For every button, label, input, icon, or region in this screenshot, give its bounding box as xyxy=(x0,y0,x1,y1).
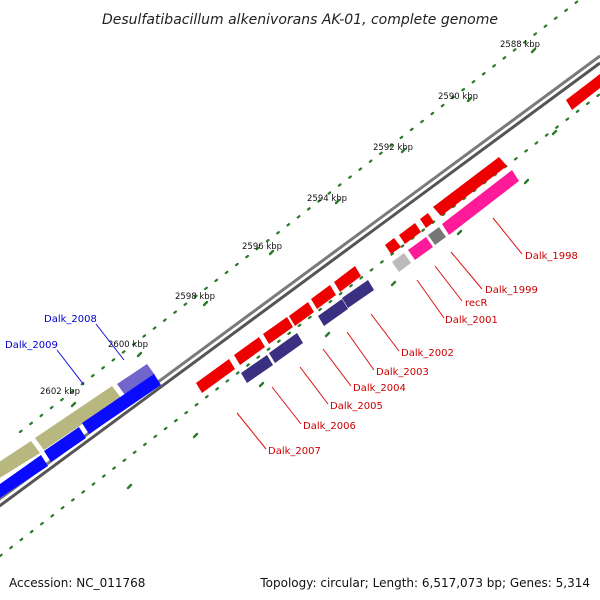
gene-feature-dalk-2002-fwd[interactable] xyxy=(334,266,361,292)
gene-label[interactable]: Dalk_1998 xyxy=(525,251,578,262)
gene-feature-recr-fwd[interactable] xyxy=(399,223,421,244)
gene-feature-gray-light[interactable] xyxy=(392,253,411,272)
scale-ticks xyxy=(70,47,537,408)
accession-label: Accession: NC_011768 xyxy=(9,576,145,590)
gene-feature-dalk-2005[interactable] xyxy=(269,333,303,363)
gene-feature-recr[interactable] xyxy=(428,227,446,245)
gene-feature-dalk-1998[interactable] xyxy=(442,170,519,235)
inner-tick xyxy=(126,483,133,490)
gene-label[interactable]: Dalk_2001 xyxy=(445,315,498,326)
inner-tick xyxy=(551,129,558,136)
scale-label: 2590 kbp xyxy=(438,92,478,102)
map-title: Desulfatibacillum alkenivorans AK-01, co… xyxy=(102,12,498,28)
gene-feature-dalk-2003[interactable] xyxy=(318,299,348,326)
gene-label[interactable]: Dalk_2005 xyxy=(330,401,383,412)
gene-feature-rect-small[interactable] xyxy=(420,213,434,228)
gene-label[interactable]: Dalk_2006 xyxy=(303,421,356,432)
scale-label: 2588 kbp xyxy=(500,40,540,50)
connector-dalk-2005 xyxy=(299,366,329,405)
scale-tick xyxy=(202,300,209,307)
scale-label: 2602 kbp xyxy=(40,387,80,397)
scale-tick xyxy=(268,249,275,256)
gene-label[interactable]: Dalk_2003 xyxy=(376,367,429,378)
connector-dalk-2003 xyxy=(346,331,375,371)
scale-label: 2596 kbp xyxy=(242,242,282,252)
forward-strand-features xyxy=(0,74,600,484)
connector-dalk-2006 xyxy=(271,386,302,425)
gene-label[interactable]: recR xyxy=(465,298,488,309)
inner-tick-ring xyxy=(0,92,600,558)
scale-tick xyxy=(400,147,407,154)
gene-feature-blue-3[interactable] xyxy=(0,455,48,498)
backbone-inner-line xyxy=(0,61,600,508)
gene-labels: Dalk_1998 Dalk_1999 recR Dalk_2001 Dalk_… xyxy=(5,251,578,457)
scale-labels: 2588 kbp 2590 kbp 2592 kbp 2594 kbp 2596… xyxy=(40,40,540,397)
gene-label[interactable]: Dalk_2007 xyxy=(268,446,321,457)
scale-tick xyxy=(334,198,341,205)
connector-dalk-2007 xyxy=(236,412,267,450)
inner-tick-ring-dots xyxy=(0,92,600,558)
gene-label[interactable]: Dalk_2002 xyxy=(401,348,454,359)
gene-label[interactable]: Dalk_1999 xyxy=(485,285,538,296)
gene-feature-dalk-2002[interactable] xyxy=(342,280,374,308)
genome-summary-label: Topology: circular; Length: 6,517,073 bp… xyxy=(259,576,590,590)
scale-tick xyxy=(466,96,473,103)
connector-dalk-2001 xyxy=(416,279,445,319)
inner-tick xyxy=(192,432,199,439)
inner-scale-ticks xyxy=(126,129,558,490)
connector-dalk-2002 xyxy=(370,313,400,352)
scale-label: 2594 kbp xyxy=(307,194,347,204)
outer-tick-ring xyxy=(18,0,582,434)
gene-feature-olive-1[interactable] xyxy=(35,386,121,450)
inner-tick xyxy=(523,178,530,185)
gene-feature-dalk-2009[interactable] xyxy=(82,374,161,434)
red-label-connectors xyxy=(236,217,523,450)
scale-label: 2592 kbp xyxy=(373,143,413,153)
connector-dalk-2009 xyxy=(56,349,85,386)
scale-tick xyxy=(530,47,537,54)
gene-feature-dalk-2006-fwd[interactable] xyxy=(234,337,265,365)
gene-feature-dalk-2007[interactable] xyxy=(196,359,235,393)
gene-feature-blue-2[interactable] xyxy=(44,427,86,462)
gene-label[interactable]: Dalk_2008 xyxy=(44,314,97,325)
gene-feature-dalk-2004-fwd[interactable] xyxy=(289,302,314,326)
gene-feature-small-fwd[interactable] xyxy=(385,238,401,254)
scale-tick xyxy=(70,401,77,408)
inner-tick xyxy=(456,229,463,236)
gene-feature-dalk-2003-fwd[interactable] xyxy=(311,285,336,309)
gene-label[interactable]: Dalk_2009 xyxy=(5,340,58,351)
gene-feature-dalk-1999[interactable] xyxy=(433,157,507,216)
gene-feature-offscreen-top[interactable] xyxy=(566,74,600,110)
connector-dalk-1999 xyxy=(450,251,483,290)
outer-tick-ring-dots xyxy=(18,0,582,434)
gene-feature-dalk-2001[interactable] xyxy=(408,237,433,260)
inner-strand-features xyxy=(0,170,519,498)
inner-tick xyxy=(390,280,397,287)
gene-feature-dalk-2008[interactable] xyxy=(117,364,155,395)
scale-tick xyxy=(136,351,143,358)
inner-tick xyxy=(258,381,265,388)
gene-feature-dalk-2005-fwd[interactable] xyxy=(263,317,293,344)
connector-recr xyxy=(434,265,463,302)
blue-label-connectors xyxy=(56,323,125,386)
gene-feature-olive-2[interactable] xyxy=(0,441,40,484)
connector-dalk-2008 xyxy=(95,323,125,361)
scale-label: 2600 kbp xyxy=(108,340,148,350)
inner-tick xyxy=(324,331,331,338)
gene-label[interactable]: Dalk_2004 xyxy=(353,383,406,394)
connector-dalk-1998 xyxy=(492,217,523,255)
connector-dalk-2004 xyxy=(322,348,352,387)
gene-feature-dalk-2006[interactable] xyxy=(241,355,273,383)
scale-label: 2598 kbp xyxy=(175,292,215,302)
